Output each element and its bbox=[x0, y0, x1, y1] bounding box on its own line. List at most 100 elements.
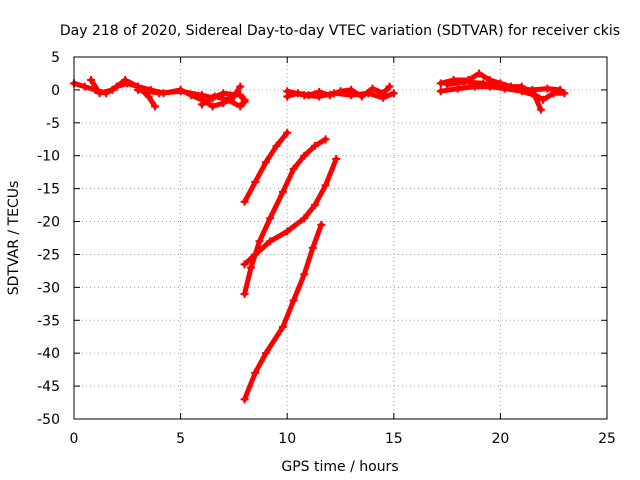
data-point bbox=[310, 201, 319, 210]
data-point bbox=[379, 93, 388, 102]
data-point bbox=[197, 91, 206, 100]
data-point bbox=[453, 84, 462, 93]
data-point bbox=[321, 135, 330, 144]
data-point bbox=[283, 87, 292, 96]
data-point bbox=[496, 82, 505, 91]
data-point bbox=[210, 92, 219, 101]
x-tick-label: 25 bbox=[598, 431, 616, 447]
data-point bbox=[543, 84, 552, 93]
data-point bbox=[133, 85, 142, 94]
x-tick-label: 5 bbox=[176, 431, 185, 447]
data-point bbox=[436, 79, 445, 88]
data-point bbox=[261, 158, 270, 167]
data-point bbox=[539, 95, 548, 104]
data-point bbox=[368, 84, 377, 93]
data-trace-7 bbox=[242, 222, 324, 402]
data-point bbox=[364, 89, 373, 98]
data-point bbox=[385, 82, 394, 91]
axis-ticks: 0 5 10 15 20 25 5 0 -5 -10 -15 -20 -25 -30 -35 -40 -45 -5… bbox=[37, 50, 616, 447]
data-point bbox=[240, 197, 249, 206]
data-point bbox=[443, 80, 452, 89]
data-point bbox=[300, 151, 309, 160]
x-tick-label: 20 bbox=[491, 431, 509, 447]
data-point bbox=[240, 395, 249, 404]
data-point bbox=[389, 89, 398, 98]
data-point bbox=[556, 85, 565, 94]
data-point bbox=[300, 270, 309, 279]
data-point bbox=[283, 227, 292, 236]
data-point bbox=[347, 91, 356, 100]
data-point bbox=[475, 69, 484, 78]
data-point bbox=[513, 84, 522, 93]
data-point bbox=[310, 141, 319, 150]
data-point bbox=[151, 102, 160, 111]
data-point bbox=[266, 214, 275, 223]
data-point bbox=[197, 100, 206, 109]
data-point bbox=[283, 128, 292, 137]
data-point bbox=[272, 141, 281, 150]
data-point bbox=[176, 87, 185, 96]
data-point bbox=[240, 97, 249, 106]
data-point bbox=[530, 91, 539, 100]
data-point bbox=[261, 349, 270, 358]
x-tick-label: 0 bbox=[70, 431, 79, 447]
data-point bbox=[536, 105, 545, 114]
data-point bbox=[560, 89, 569, 98]
data-point bbox=[315, 92, 324, 101]
x-tick-label: 15 bbox=[385, 431, 403, 447]
data-point bbox=[121, 76, 130, 85]
grid bbox=[74, 57, 607, 419]
data-point bbox=[278, 187, 287, 196]
chart-title: Day 218 of 2020, Sidereal Day-to-day VTE… bbox=[60, 23, 620, 39]
data-point bbox=[289, 296, 298, 305]
y-axis-label: SDTVAR / TECUs bbox=[6, 181, 22, 296]
y-tick-label: 5 bbox=[51, 50, 60, 66]
data-point bbox=[300, 214, 309, 223]
data-point bbox=[300, 91, 309, 100]
y-tick-label: -45 bbox=[37, 379, 60, 395]
data-point bbox=[240, 289, 249, 298]
y-tick-label: -50 bbox=[37, 412, 60, 428]
data-point bbox=[330, 89, 339, 98]
x-tick-label: 10 bbox=[278, 431, 296, 447]
y-tick-label: -25 bbox=[37, 247, 60, 263]
data-point bbox=[155, 89, 164, 98]
x-axis-label: GPS time / hours bbox=[281, 459, 398, 475]
data-point bbox=[321, 181, 330, 190]
data-point bbox=[479, 79, 488, 88]
data-point bbox=[251, 178, 260, 187]
plot-frame bbox=[73, 56, 608, 420]
data-point bbox=[108, 85, 117, 94]
data-point bbox=[236, 91, 245, 100]
data-point bbox=[278, 322, 287, 331]
y-tick-label: -40 bbox=[37, 346, 60, 362]
data-point bbox=[236, 82, 245, 91]
data-point bbox=[255, 237, 264, 246]
data-point bbox=[80, 82, 89, 91]
data-point bbox=[87, 76, 96, 85]
data-point bbox=[308, 243, 317, 252]
data-series bbox=[70, 69, 569, 404]
data-point bbox=[460, 78, 469, 87]
data-point bbox=[317, 220, 326, 229]
data-point bbox=[236, 102, 245, 111]
y-tick-label: -5 bbox=[46, 116, 60, 132]
data-point bbox=[289, 164, 298, 173]
y-tick-label: -20 bbox=[37, 215, 60, 231]
data-point bbox=[528, 85, 537, 94]
y-tick-label: -10 bbox=[37, 149, 60, 165]
data-trace-6 bbox=[242, 156, 339, 267]
data-point bbox=[219, 89, 228, 98]
y-tick-label: 0 bbox=[51, 83, 60, 99]
y-tick-label: -30 bbox=[37, 280, 60, 296]
data-point bbox=[436, 87, 445, 96]
data-point bbox=[208, 102, 217, 111]
y-tick-label: -35 bbox=[37, 313, 60, 329]
data-point bbox=[332, 155, 341, 164]
data-trace-5 bbox=[242, 136, 329, 297]
data-point bbox=[266, 237, 275, 246]
data-point bbox=[246, 263, 255, 272]
data-point bbox=[251, 368, 260, 377]
data-point bbox=[240, 260, 249, 269]
